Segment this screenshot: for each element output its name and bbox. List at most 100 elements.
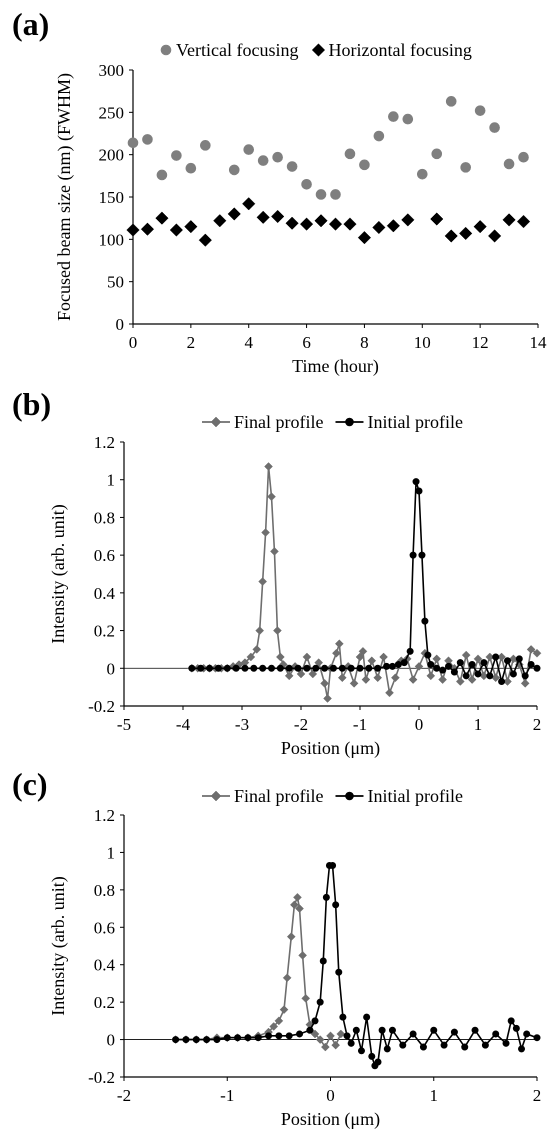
data-point	[301, 179, 312, 190]
data-point	[402, 113, 414, 125]
legend-marker	[311, 43, 326, 57]
data-point	[492, 1030, 500, 1038]
data-point	[338, 664, 346, 672]
legend: Vertical focusing Horizontal focusing	[160, 40, 472, 60]
data-point	[155, 211, 169, 225]
data-point	[498, 677, 506, 685]
data-point	[358, 646, 368, 656]
data-point	[409, 551, 417, 559]
data-point	[254, 1034, 262, 1042]
x-tick-label: 0	[415, 715, 424, 734]
y-tick-label: 50	[107, 273, 124, 292]
data-point	[486, 672, 494, 680]
data-point	[271, 209, 285, 224]
y-tick-label: 100	[99, 230, 125, 249]
x-tick-label: 2	[187, 333, 196, 352]
series-line	[175, 894, 342, 1049]
data-point	[412, 478, 420, 486]
data-point	[330, 189, 341, 200]
data-point	[293, 892, 302, 902]
data-point	[352, 1026, 360, 1034]
data-point	[462, 672, 470, 680]
data-point	[282, 973, 292, 983]
data-point	[456, 659, 464, 667]
data-point	[171, 150, 182, 161]
axes: -0.2 0 0.2 0.4 0.6 0.8 1 1.2 -5 -4 -3 -2 -1 0 1 2	[88, 433, 541, 734]
data-point	[275, 652, 285, 662]
data-point	[533, 664, 541, 672]
y-axis-label: Focused beam size (nm) (FWHM)	[54, 73, 75, 321]
data-point	[509, 670, 517, 678]
x-tick-label: -1	[353, 715, 367, 734]
y-tick-label: 0.4	[94, 584, 116, 603]
data-point	[332, 901, 340, 909]
data-point	[343, 217, 357, 231]
legend-label: Final profile	[234, 786, 323, 806]
y-tick-label: 0	[107, 1031, 116, 1050]
data-point	[232, 664, 240, 672]
data-point	[270, 547, 279, 556]
data-point	[273, 626, 282, 635]
data-point	[481, 1041, 489, 1049]
data-point	[298, 951, 307, 960]
data-point	[385, 688, 394, 698]
data-point	[502, 1039, 510, 1047]
data-point	[286, 161, 298, 172]
data-point	[414, 662, 424, 671]
data-point	[374, 1058, 382, 1066]
data-point	[367, 656, 377, 666]
legend: Final profile Initial profile	[202, 786, 463, 806]
panel-a: (a) 0 50 100 150 200 250 300 0 2 4 6 8 10 12 14 Time (h…	[0, 0, 547, 380]
data-point	[445, 96, 457, 107]
x-tick-label: -1	[220, 1086, 234, 1105]
data-point	[335, 968, 343, 976]
data-point	[302, 652, 312, 662]
data-point	[274, 1016, 284, 1026]
data-point	[347, 1039, 355, 1047]
data-point	[320, 679, 329, 688]
data-point	[518, 1045, 526, 1053]
data-point	[421, 617, 429, 625]
y-tick-label: 0	[116, 315, 125, 334]
data-point	[492, 653, 500, 661]
data-point	[314, 214, 328, 228]
data-point	[197, 664, 205, 672]
data-point	[473, 220, 487, 234]
data-point	[418, 551, 426, 559]
data-point	[373, 673, 383, 683]
data-point	[439, 666, 447, 674]
data-point	[430, 1026, 438, 1034]
data-point	[368, 1052, 376, 1060]
data-point	[383, 662, 391, 670]
data-point	[284, 671, 294, 681]
data-point	[182, 1036, 190, 1044]
data-point	[331, 1040, 341, 1050]
x-tick-label: 4	[244, 333, 253, 352]
legend: Final profile Initial profile	[202, 412, 463, 432]
data-point	[261, 528, 270, 537]
data-point	[258, 577, 268, 586]
legend-label: Initial profile	[367, 412, 462, 432]
data-point	[328, 217, 343, 231]
data-point	[532, 648, 542, 658]
x-tick-label: 2	[533, 715, 542, 734]
data-point	[467, 675, 477, 684]
data-point	[256, 210, 270, 224]
data-point	[474, 105, 486, 116]
legend-item: Final profile	[202, 786, 323, 806]
data-point	[192, 1036, 200, 1044]
data-point	[406, 647, 414, 655]
legend-label: Horizontal focusing	[328, 40, 471, 60]
data-point	[460, 162, 471, 173]
data-point	[267, 492, 276, 502]
data-point	[169, 223, 183, 237]
data-point	[269, 1022, 279, 1031]
data-point	[383, 1045, 391, 1053]
data-point	[440, 1041, 448, 1049]
y-tick-label: 0.6	[94, 918, 115, 937]
data-point	[344, 148, 356, 160]
data-point	[503, 158, 515, 170]
data-point	[323, 694, 332, 703]
x-tick-label: -3	[235, 715, 249, 734]
data-point	[386, 219, 400, 233]
